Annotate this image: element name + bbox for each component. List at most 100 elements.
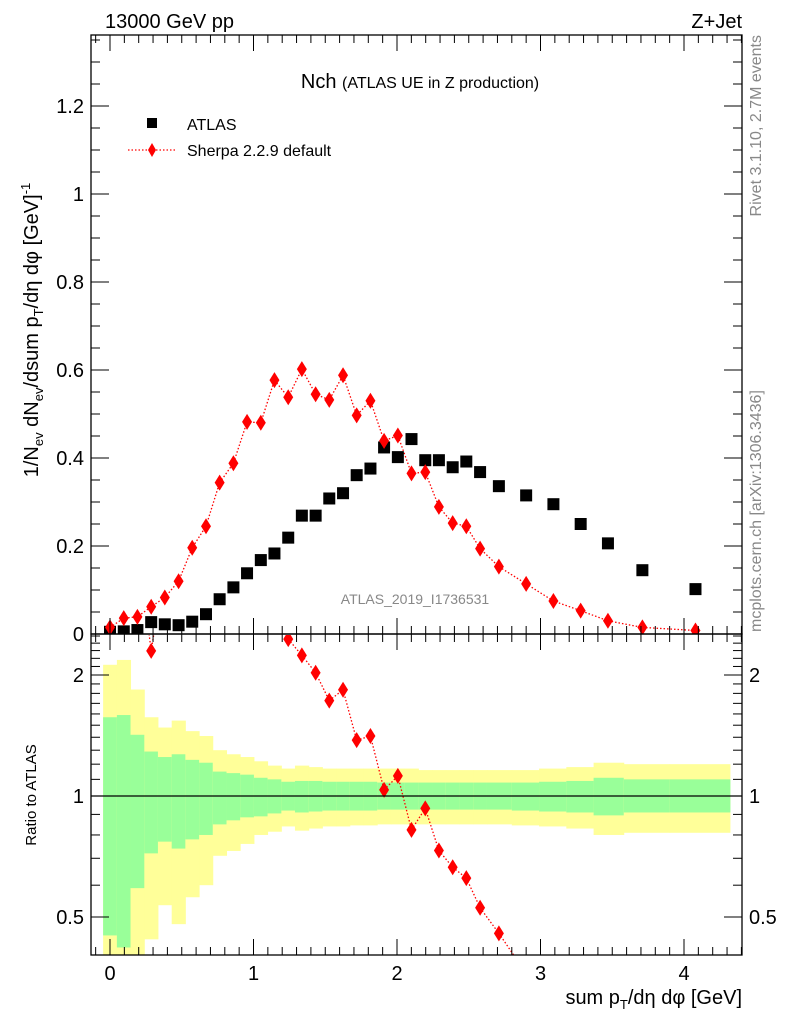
atlas-data-point — [391, 451, 404, 464]
mcplots-info: mcplots.cern.ch [arXiv:1306.3436] — [748, 390, 765, 632]
stat-uncertainty-band — [212, 771, 228, 825]
sherpa-point — [548, 593, 559, 609]
ylabel-sub: ev — [31, 432, 46, 446]
atlas-data-point — [350, 469, 363, 482]
ratio-line-segment — [397, 775, 413, 830]
xlabel-sub: T — [620, 997, 628, 1012]
ratio-point — [392, 767, 403, 784]
ratio-line-segment — [342, 689, 358, 741]
ratio-point — [447, 859, 458, 876]
sherpa-line — [109, 367, 696, 632]
legend-sherpa-label: Sherpa 2.2.9 default — [187, 143, 332, 160]
sherpa-point — [146, 598, 157, 615]
sherpa-point — [296, 361, 307, 378]
process-label: Z+Jet — [691, 11, 742, 33]
atlas-data-point — [117, 625, 130, 634]
sherpa-point — [118, 610, 129, 627]
ratio-y-axis-label: Ratio to ATLAS — [23, 744, 40, 845]
xlabel-part: sum p — [565, 987, 619, 1009]
atlas-data-point — [145, 616, 158, 629]
atlas-data-point — [574, 518, 587, 530]
ratio-point — [461, 870, 472, 887]
ratio-point — [283, 635, 294, 648]
atlas-data-point — [636, 564, 649, 577]
sherpa-point — [433, 498, 444, 515]
y-tick-label: 0.2 — [56, 536, 84, 558]
sherpa-point — [351, 407, 362, 424]
ratio-y-tick-label: 1 — [73, 786, 84, 808]
y-tick-label: 1.2 — [56, 96, 84, 118]
atlas-data-point — [364, 462, 377, 475]
sherpa-point — [461, 518, 472, 535]
atlas-data-point — [547, 498, 560, 511]
ratio-y-tick-label-right: 0.5 — [749, 907, 777, 929]
sherpa-point — [406, 465, 417, 482]
y-tick-label: 0.8 — [56, 272, 84, 294]
ratio-point — [365, 728, 376, 745]
ratio-marks — [146, 635, 515, 955]
ylabel-part: /dsum p — [21, 316, 43, 387]
watermark: ATLAS_2019_I1736531 — [341, 591, 490, 607]
atlas-data-point — [268, 547, 281, 560]
ylabel-sup: -1 — [18, 183, 33, 195]
ratio-bands — [103, 659, 731, 955]
y-tick-label: 0.6 — [56, 360, 84, 382]
sherpa-point — [575, 602, 586, 619]
ratio-point — [338, 681, 349, 698]
sherpa-point — [690, 622, 701, 634]
ratio-point — [351, 732, 362, 749]
ratio-y-tick-label: 2 — [73, 665, 84, 687]
stat-uncertainty-band — [144, 751, 159, 854]
sherpa-point — [201, 518, 212, 535]
stat-uncertainty-band — [171, 754, 186, 849]
stat-uncertainty-band — [116, 715, 132, 948]
ratio-line-segment — [369, 735, 385, 791]
atlas-data-point — [186, 615, 199, 628]
plot-title: Nch (ATLAS UE in Z production) — [301, 71, 539, 93]
ratio-line-segment — [315, 672, 330, 701]
atlas-data-point — [213, 593, 226, 606]
sherpa-point — [392, 427, 403, 444]
atlas-data-point — [460, 455, 473, 468]
ratio-point — [324, 692, 335, 709]
x-tick-label: 3 — [535, 963, 546, 985]
x-axis-label: sum pT/dη dφ [GeV] — [565, 987, 742, 1012]
atlas-data-point — [601, 537, 614, 550]
sherpa-point — [187, 539, 198, 556]
title-sub: (ATLAS UE in Z production) — [342, 75, 539, 92]
legend: ATLAS Sherpa 2.2.9 default — [128, 117, 332, 160]
atlas-data-point — [337, 487, 350, 500]
ratio-point — [310, 664, 321, 681]
stat-uncertainty-band — [130, 734, 145, 889]
ylabel-part: /dη dφ [GeV] — [21, 194, 43, 308]
ratio-point — [433, 842, 444, 859]
y-tick-label: 0.4 — [56, 448, 84, 470]
atlas-data-point — [200, 608, 213, 621]
sherpa-point — [602, 612, 613, 629]
sherpa-point — [447, 515, 458, 532]
stat-uncertainty-band — [185, 759, 200, 840]
y-axis-label: 1/Nev dNev/dsum pT/dη dφ [GeV]-1 — [18, 183, 46, 478]
atlas-data-point — [295, 509, 308, 522]
atlas-data-point — [474, 466, 487, 479]
sherpa-point — [228, 455, 239, 472]
sherpa-point — [475, 540, 486, 557]
atlas-data-point — [254, 554, 267, 567]
sherpa-point — [637, 619, 648, 634]
stat-uncertainty-band — [566, 780, 595, 813]
title-main: Nch — [301, 71, 337, 93]
legend-sherpa-marker — [148, 143, 156, 157]
atlas-data-point — [432, 454, 445, 467]
ratio-point — [420, 800, 431, 817]
x-tick-label: 4 — [678, 963, 689, 985]
x-tick-label: 1 — [248, 963, 259, 985]
energy-label: 13000 GeV pp — [105, 11, 234, 33]
ratio-point — [493, 925, 504, 942]
sherpa-point — [379, 432, 390, 449]
legend-atlas-label: ATLAS — [187, 117, 237, 134]
ratio-line-segment — [479, 907, 500, 934]
sherpa-point — [173, 573, 184, 590]
ylabel-sub: ev — [31, 387, 46, 401]
ratio-point — [379, 781, 390, 798]
